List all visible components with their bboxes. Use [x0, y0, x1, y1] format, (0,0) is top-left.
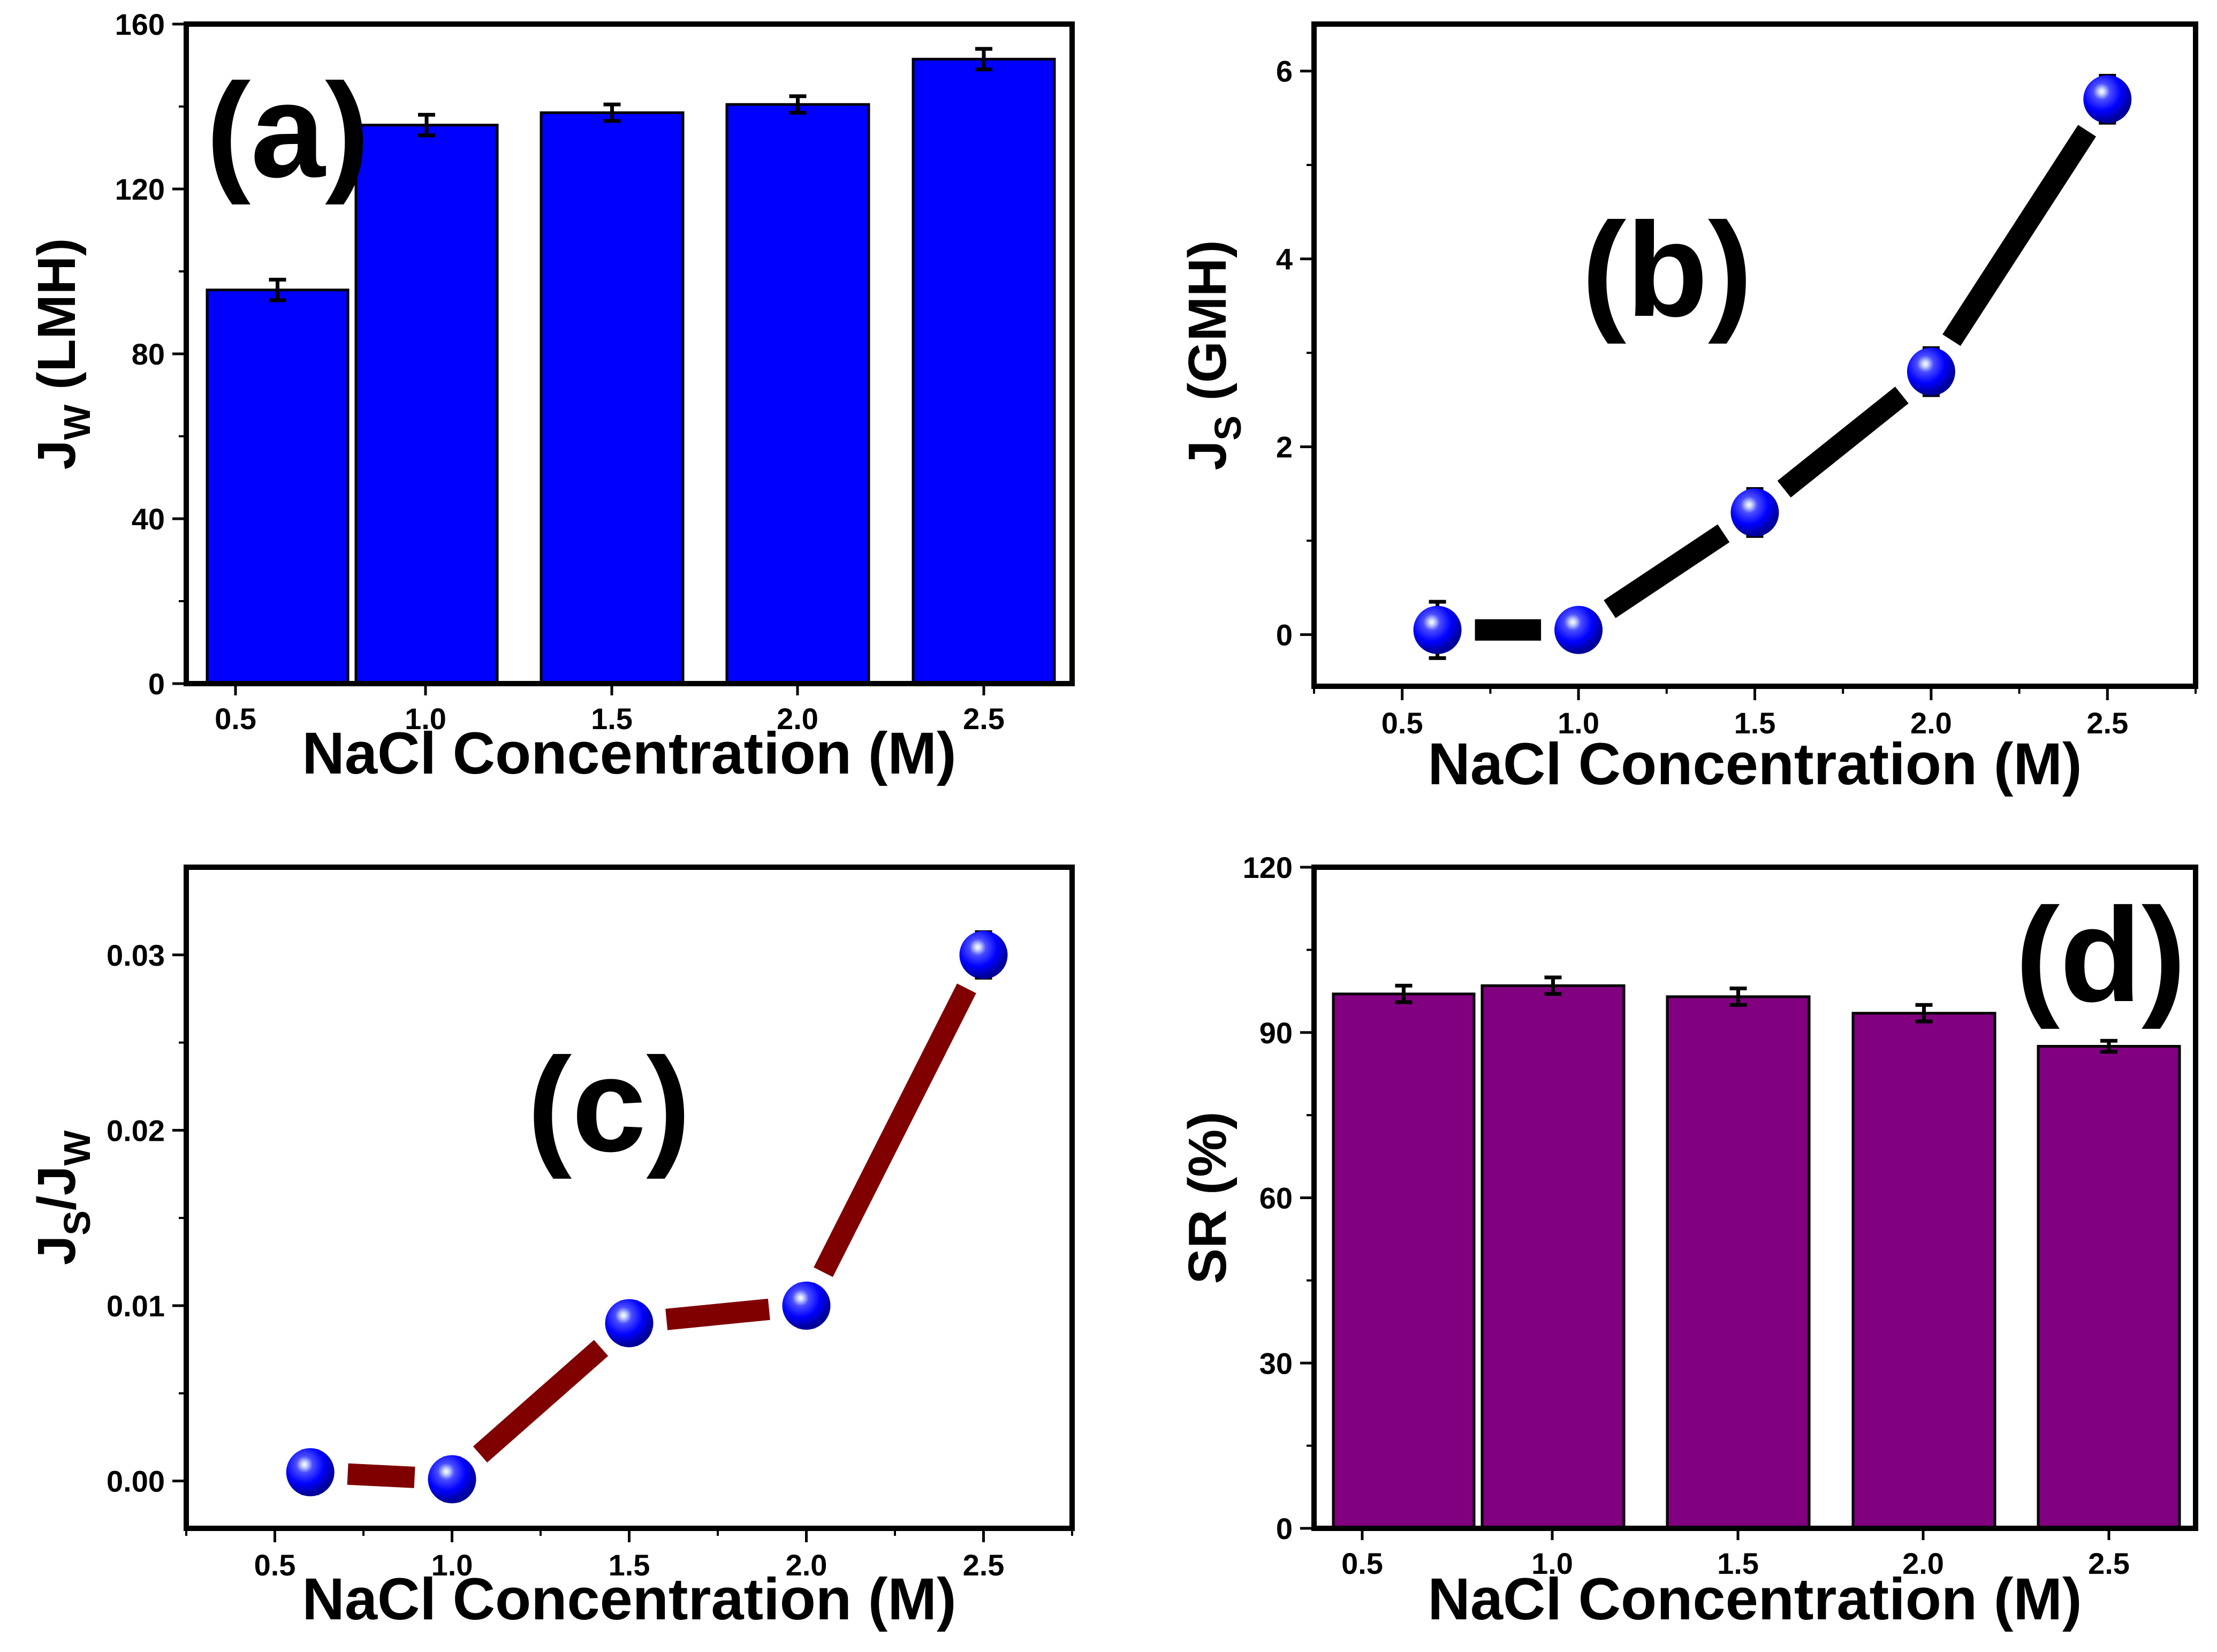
bar-0.5: [206, 289, 350, 685]
y-axis-label-part: J: [27, 440, 87, 470]
y-tick-label: 0: [148, 667, 165, 701]
y-tick-label: 0.02: [107, 1113, 165, 1147]
y-axis-label-part: S: [1207, 415, 1249, 441]
x-tick-label: 1.0: [1558, 706, 1599, 740]
series-line-segment: [1942, 125, 2097, 346]
x-tick-label: 1.0: [405, 702, 446, 736]
data-point: [286, 1448, 335, 1497]
y-axis-label-part: J: [1178, 441, 1237, 471]
series-line-segment: [347, 1463, 415, 1488]
y-tick-label: 120: [1243, 851, 1293, 884]
x-tick-label: 1.5: [1717, 1547, 1759, 1580]
bar-1.0: [1480, 984, 1626, 1530]
plot-frame: [1311, 21, 2198, 689]
panel-c: 0.5 1.0 1.5 2.0 2.5 0.00 0.01 0.02 0.03 NaCl Conc…: [27, 865, 1075, 1632]
y-tick-label: 4: [1276, 243, 1293, 276]
y-axis-label-part: /J: [27, 1166, 87, 1210]
series-line-segment: [814, 983, 976, 1277]
x-tick-label: 0.5: [215, 702, 256, 736]
y-tick-label: 0: [1276, 1512, 1293, 1545]
y-axis-label-part: (GMH): [1178, 240, 1237, 415]
data-point: [1730, 488, 1779, 537]
y-axis-label-part: W: [56, 1131, 98, 1166]
x-tick-label: 2.0: [777, 702, 818, 736]
bar-0.5: [1332, 992, 1476, 1530]
x-tick-label: 1.0: [1531, 1547, 1573, 1580]
y-tick-label: 0.03: [107, 938, 165, 972]
panel-label: (c): [527, 1030, 691, 1179]
bar-2.5: [912, 57, 1056, 685]
y-tick-label: 40: [132, 502, 165, 536]
x-axis-label: NaCl Concentration (M): [1428, 1566, 2082, 1632]
x-tick-label: 2.5: [2086, 706, 2128, 740]
y-tick-label: 90: [1259, 1016, 1293, 1050]
x-tick-label: 0.5: [1381, 706, 1423, 740]
y-axis-label: JS (GMH): [1178, 240, 1249, 470]
y-tick-label: 0: [1276, 618, 1293, 651]
y-tick-label: 30: [1259, 1346, 1293, 1380]
data-point: [605, 1299, 654, 1347]
y-axis-label-part: S: [56, 1210, 98, 1236]
x-tick-label: 2.0: [1910, 706, 1952, 740]
panel-label: (a): [206, 56, 370, 205]
y-tick-label: 0.01: [107, 1289, 165, 1323]
data-point: [428, 1455, 476, 1504]
x-tick-label: 1.5: [1734, 706, 1776, 740]
panel-label: (b): [1582, 195, 1752, 344]
y-tick-label: 60: [1259, 1181, 1293, 1215]
x-tick-label: 1.5: [591, 702, 633, 736]
y-axis-label-part: J: [27, 1236, 87, 1265]
data-point: [1907, 347, 1955, 396]
x-tick-label: 1.0: [431, 1548, 473, 1582]
y-tick-label: 120: [115, 172, 165, 206]
plot-frame: [184, 865, 1075, 1531]
x-tick-label: 1.5: [609, 1548, 650, 1582]
data-point: [959, 930, 1008, 979]
x-axis-label: NaCl Concentration (M): [1428, 731, 2082, 797]
y-axis-label-part: (LMH): [27, 238, 87, 405]
data-point: [782, 1281, 831, 1330]
bar-2.0: [1851, 1012, 1996, 1530]
x-tick-label: 2.5: [2088, 1547, 2130, 1580]
y-axis-label: JW (LMH): [27, 238, 98, 470]
x-tick-label: 2.0: [1902, 1547, 1944, 1580]
panel-d: 0.5 1.0 1.5 2.0 2.5 0 30 60 90 120 NaCl Concentrat…: [1178, 851, 2198, 1632]
plot-frame: [1311, 865, 2198, 1531]
panel-b: 0.5 1.0 1.5 2.0 2.5 0 2 4 6 NaCl Concentration (M…: [1178, 21, 2198, 797]
x-tick-label: 2.5: [963, 702, 1005, 736]
x-axis-label: NaCl Concentration (M): [302, 1566, 956, 1632]
x-tick-label: 2.5: [963, 1548, 1005, 1582]
bar-1.5: [540, 111, 685, 685]
y-axis-label: SR (%): [1178, 1111, 1237, 1284]
bar-2.5: [2037, 1044, 2181, 1530]
series-line-segment: [473, 1339, 609, 1463]
x-tick-label: 0.5: [254, 1548, 296, 1582]
y-tick-label: 160: [115, 7, 165, 41]
plot-frame: [184, 21, 1075, 686]
data-point: [2083, 75, 2132, 124]
y-axis-label-part: W: [56, 405, 98, 440]
y-tick-label: 6: [1276, 55, 1293, 88]
x-tick-label: 2.0: [786, 1548, 827, 1582]
data-point: [1413, 605, 1462, 654]
y-tick-label: 0.00: [107, 1465, 165, 1498]
y-axis-label-part: SR (%): [1178, 1111, 1237, 1284]
y-tick-label: 80: [132, 337, 165, 371]
series-line-segment: [665, 1298, 770, 1330]
panel-a: 0.5 1.0 1.5 2.0 2.5 0 40 80 120 160 NaCl Concentra…: [27, 7, 1075, 786]
panel-label: (d): [2015, 880, 2186, 1029]
series-line-segment: [1777, 387, 1909, 498]
x-axis-label: NaCl Concentration (M): [302, 721, 956, 786]
x-tick-label: 0.5: [1341, 1547, 1383, 1580]
series-line-segment: [1604, 524, 1730, 618]
bar-1.0: [354, 124, 499, 685]
y-axis-label: JS/JW: [27, 1131, 98, 1265]
bar-2.0: [725, 103, 870, 685]
y-tick-label: 2: [1276, 430, 1293, 464]
bar-1.5: [1666, 995, 1811, 1530]
data-point: [1554, 605, 1603, 654]
